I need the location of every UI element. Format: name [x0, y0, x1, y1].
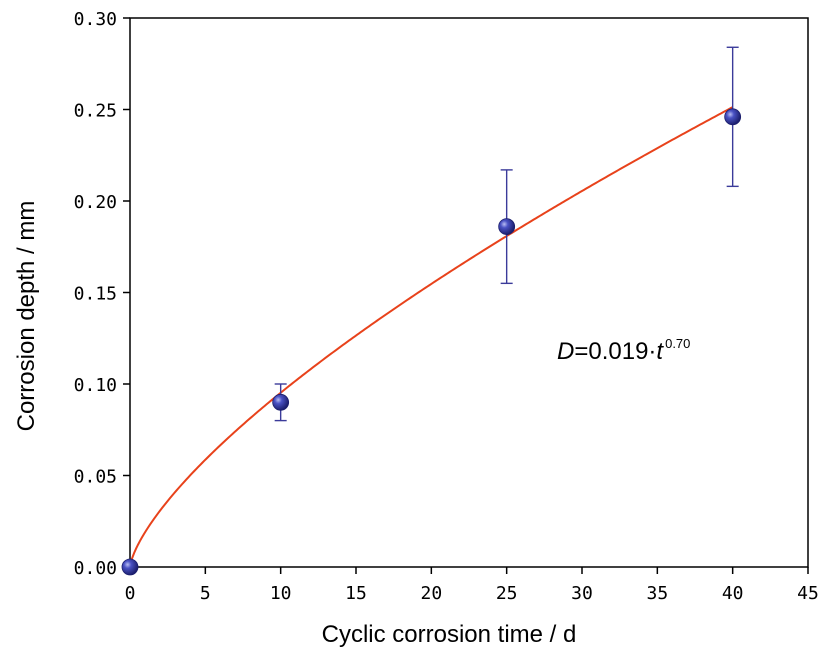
fit-equation-exponent: 0.70: [665, 336, 690, 351]
points-layer: [121, 108, 742, 576]
x-tick-label: 25: [496, 583, 518, 604]
y-tick-label: 0.10: [74, 375, 117, 396]
fit-equation-var-t: t: [656, 338, 664, 365]
data-point: [121, 558, 139, 576]
x-tick-label: 35: [646, 583, 668, 604]
x-tick-label: 45: [797, 583, 819, 604]
ticks-layer: 0 5 10 15 20 25 30 35 40 45 0.00 0.05 0.10 0.15 0.20 0.…: [74, 9, 819, 604]
data-point: [724, 108, 742, 126]
x-tick-label: 30: [571, 583, 593, 604]
y-tick-label: 0.25: [74, 101, 117, 122]
data-point: [498, 218, 516, 236]
data-point: [272, 393, 290, 411]
fit-equation: D=0.019·t 0.70: [557, 336, 690, 365]
fit-layer: [129, 106, 734, 568]
y-tick-label: 0.15: [74, 284, 117, 305]
x-tick-label: 20: [420, 583, 442, 604]
y-tick-label: 0.05: [74, 467, 117, 488]
x-tick-label: 15: [345, 583, 367, 604]
x-axis-title: Cyclic corrosion time / d: [322, 621, 577, 648]
y-tick-label: 0.20: [74, 192, 117, 213]
y-tick-label: 0.00: [74, 558, 117, 579]
x-tick-label: 5: [200, 583, 211, 604]
y-axis-title: Corrosion depth / mm: [13, 201, 40, 432]
plot-area: [129, 17, 809, 568]
y-tick-label: 0.30: [74, 9, 117, 30]
x-tick-label: 40: [722, 583, 744, 604]
fit-curve: [129, 106, 734, 568]
x-tick-label: 10: [270, 583, 292, 604]
fit-equation-var-d: D: [557, 338, 574, 365]
x-tick-label: 0: [125, 583, 136, 604]
fit-equation-coef: =0.019·: [574, 338, 656, 365]
